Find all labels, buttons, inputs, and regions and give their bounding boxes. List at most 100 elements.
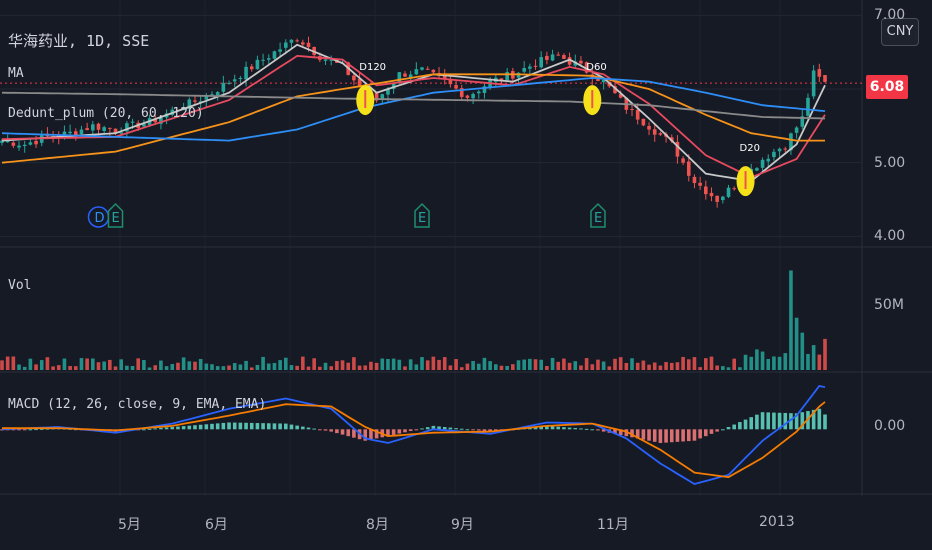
volume-bar	[687, 359, 691, 370]
volume-bar	[51, 366, 55, 370]
volume-bar	[136, 358, 140, 370]
volume-bar	[29, 359, 33, 370]
volume-bar	[380, 359, 384, 370]
macd-histogram-bar	[681, 429, 685, 441]
macd-histogram-bar	[318, 429, 322, 430]
candle-body	[466, 96, 470, 98]
x-label-sep: 9月	[451, 514, 474, 534]
volume-bar	[74, 366, 78, 370]
volume-bar	[352, 357, 356, 370]
macd-histogram-bar	[222, 423, 226, 429]
volume-bar	[590, 364, 594, 370]
volume-bar	[148, 367, 152, 370]
ma-indicator-label[interactable]: MA	[8, 66, 24, 81]
volume-bar	[222, 366, 226, 370]
volume-bar	[761, 352, 765, 370]
candle-body	[278, 49, 282, 51]
macd-histogram-bar	[415, 429, 419, 430]
volume-bar	[517, 360, 521, 370]
signal-line	[2, 402, 825, 477]
crossover-marker-label: D120	[359, 62, 386, 73]
candle-body	[772, 152, 776, 157]
macd-tick-zero: 0.00	[874, 418, 905, 434]
crossover-marker-label: D20	[740, 143, 760, 154]
macd-indicator-label[interactable]: MACD (12, 26, close, 9, EMA, EMA)	[8, 397, 266, 412]
volume-bar	[698, 367, 702, 370]
volume-bar	[278, 360, 282, 370]
volume-bar	[460, 367, 464, 370]
volume-bar	[131, 366, 135, 370]
candle-body	[471, 94, 475, 98]
volume-bar	[772, 356, 776, 370]
candle-body	[267, 58, 271, 60]
volume-bar	[170, 364, 174, 370]
macd-histogram-bar	[392, 429, 396, 435]
volume-bar	[63, 359, 67, 370]
volume-bar	[239, 364, 243, 370]
candle-body	[505, 72, 509, 80]
candle-body	[698, 183, 702, 186]
volume-bar	[142, 360, 146, 370]
candle-body	[795, 127, 799, 132]
macd-histogram-bar	[590, 429, 594, 430]
volume-bar	[625, 363, 629, 370]
candle-body	[250, 66, 254, 69]
candle-body	[812, 70, 816, 96]
macd-histogram-bar	[278, 423, 282, 429]
candle-body	[710, 193, 714, 196]
volume-bar	[738, 367, 742, 370]
volume-indicator-label[interactable]: Vol	[8, 278, 31, 293]
volume-bar	[715, 366, 719, 370]
macd-histogram-bar	[449, 428, 453, 430]
macd-histogram-bar	[335, 429, 339, 433]
volume-bar	[17, 365, 21, 370]
candle-body	[233, 79, 237, 81]
macd-histogram-bar	[170, 427, 174, 429]
candle-body	[432, 70, 436, 72]
volume-bar	[534, 359, 538, 370]
candle-body	[454, 85, 458, 89]
macd-histogram-bar	[301, 427, 305, 430]
volume-bar	[57, 365, 61, 370]
volume-bar	[585, 358, 589, 370]
macd-histogram-bar	[233, 423, 237, 430]
volume-bar	[602, 362, 606, 370]
candle-body	[244, 67, 248, 80]
volume-bar	[573, 361, 577, 370]
price-tick-7: 7.00	[874, 7, 905, 23]
volume-bar	[528, 359, 532, 370]
macd-histogram-bar	[732, 425, 736, 430]
candle-body	[12, 143, 16, 146]
volume-bar	[568, 363, 572, 370]
volume-bar	[454, 359, 458, 370]
macd-histogram-bar	[715, 429, 719, 431]
volume-bar	[471, 361, 475, 370]
candle-body	[539, 57, 543, 67]
macd-histogram-bar	[670, 429, 674, 442]
candle-body	[403, 74, 407, 77]
macd-histogram-bar	[312, 429, 316, 430]
candle-body	[778, 149, 782, 152]
volume-bar	[755, 349, 759, 370]
price-tick-4: 4.00	[874, 228, 905, 244]
volume-bar	[676, 362, 680, 370]
macd-histogram-bar	[267, 423, 271, 429]
macd-histogram-bar	[324, 429, 328, 430]
volume-bar	[290, 365, 294, 370]
candle-body	[732, 188, 736, 189]
x-label-nov: 11月	[597, 514, 629, 534]
candle-body	[545, 56, 549, 60]
volume-bar	[636, 363, 640, 370]
dedunt-indicator-label[interactable]: Dedunt_plum (20, 60, 120)	[8, 106, 204, 121]
candle-body	[534, 66, 538, 67]
volume-bar	[273, 363, 277, 370]
event-badge-letter: D	[94, 211, 104, 226]
candle-body	[704, 187, 708, 195]
volume-bar	[732, 359, 736, 370]
candle-body	[29, 142, 33, 144]
macd-histogram-bar	[159, 428, 163, 429]
volume-bar	[488, 361, 492, 370]
volume-bar	[710, 357, 714, 370]
candle-body	[653, 129, 657, 134]
